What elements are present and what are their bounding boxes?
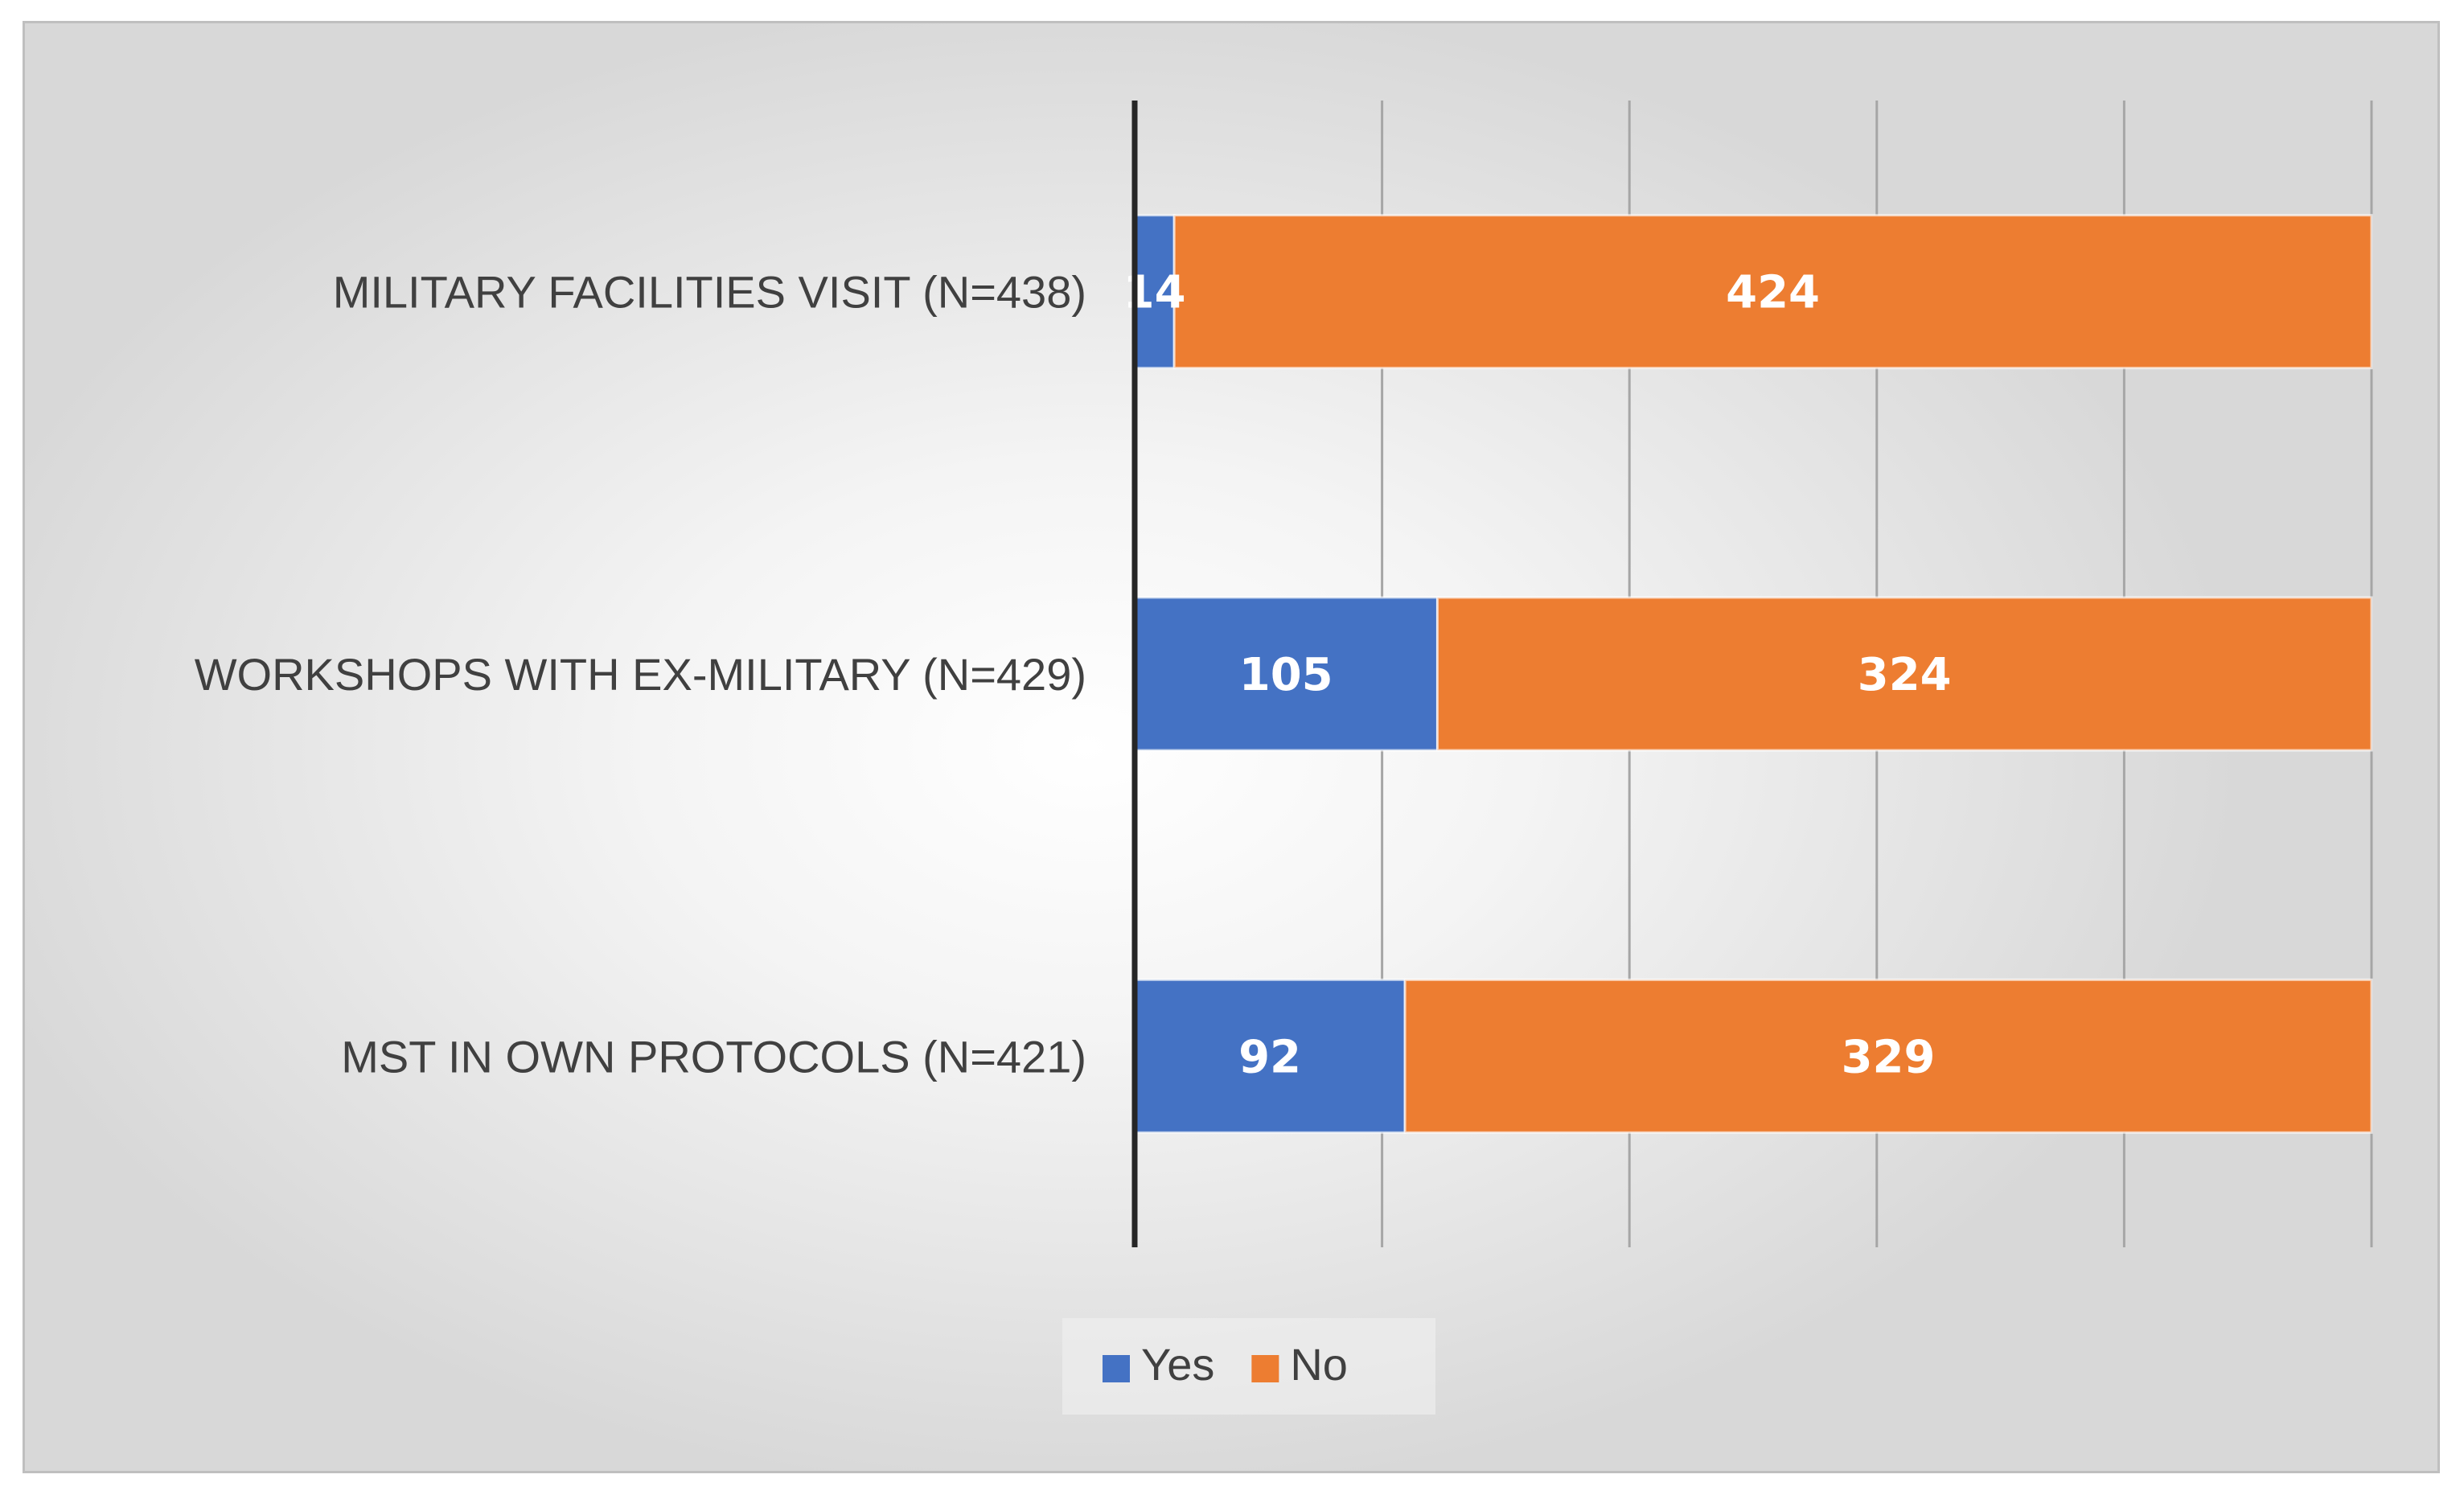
bar-no-2 xyxy=(1403,978,2373,1134)
bar-yes-1 xyxy=(1133,596,1439,752)
category-label-0: MILITARY FACILITIES VISIT (N=438) xyxy=(333,267,1086,318)
bars xyxy=(1133,214,2373,1134)
legend-label-yes[interactable]: Yes xyxy=(1141,1339,1214,1390)
legend-swatch-no xyxy=(1251,1355,1279,1382)
bar-no-0 xyxy=(1172,214,2373,370)
legend-swatch-yes xyxy=(1103,1355,1130,1382)
data-label-no-1: 324 xyxy=(1858,649,1952,701)
legend-label-no[interactable]: No xyxy=(1290,1339,1348,1390)
category-labels: MILITARY FACILITIES VISIT (N=438) WORKSHO… xyxy=(195,267,1086,1082)
data-label-no-2: 329 xyxy=(1842,1031,1936,1083)
data-label-no-0: 424 xyxy=(1726,267,1820,319)
data-label-yes-2: 92 xyxy=(1238,1031,1301,1083)
chart-frame: 14 424 105 324 92 329 MILITARY FACILITIES VIS… xyxy=(23,21,2440,1473)
bar-yes-2 xyxy=(1133,978,1407,1134)
bar-no-1 xyxy=(1435,596,2373,752)
legend[interactable]: Yes No xyxy=(1062,1318,1435,1415)
category-label-1: WORKSHOPS WITH EX-MILITARY (N=429) xyxy=(195,649,1086,700)
category-label-2: MST IN OWN PROTOCOLS (N=421) xyxy=(341,1031,1086,1082)
data-label-yes-1: 105 xyxy=(1239,649,1333,701)
